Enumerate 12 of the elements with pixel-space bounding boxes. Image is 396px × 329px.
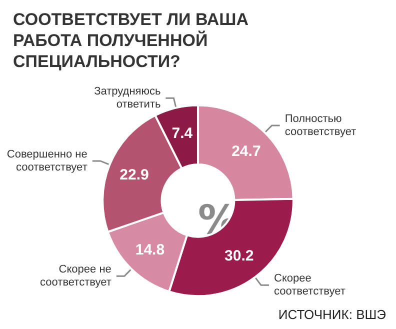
- data-label: 30.2: [224, 247, 254, 264]
- chart-title: СООТВЕТСТВУЕТ ЛИ ВАША РАБОТА ПОЛУЧЕННОЙ СПЕЦИАЛЬНОСТИ?: [13, 10, 254, 71]
- slice-label: Затрудняюсь ответить: [94, 86, 161, 111]
- slice-label: Полностью соответствует: [284, 112, 356, 138]
- slice-label: Скорее соответствует: [274, 272, 346, 298]
- text: ИСТОЧНИК: ВШЭ: [278, 307, 386, 322]
- data-label: 14.8: [135, 241, 165, 258]
- slice-label: Совершенно не соответствует: [6, 148, 88, 174]
- data-label: 24.7: [232, 143, 261, 160]
- data-label: 7.4: [172, 125, 194, 142]
- data-label: 22.9: [120, 166, 149, 184]
- slice-label: Скорее не соответствует: [40, 264, 112, 289]
